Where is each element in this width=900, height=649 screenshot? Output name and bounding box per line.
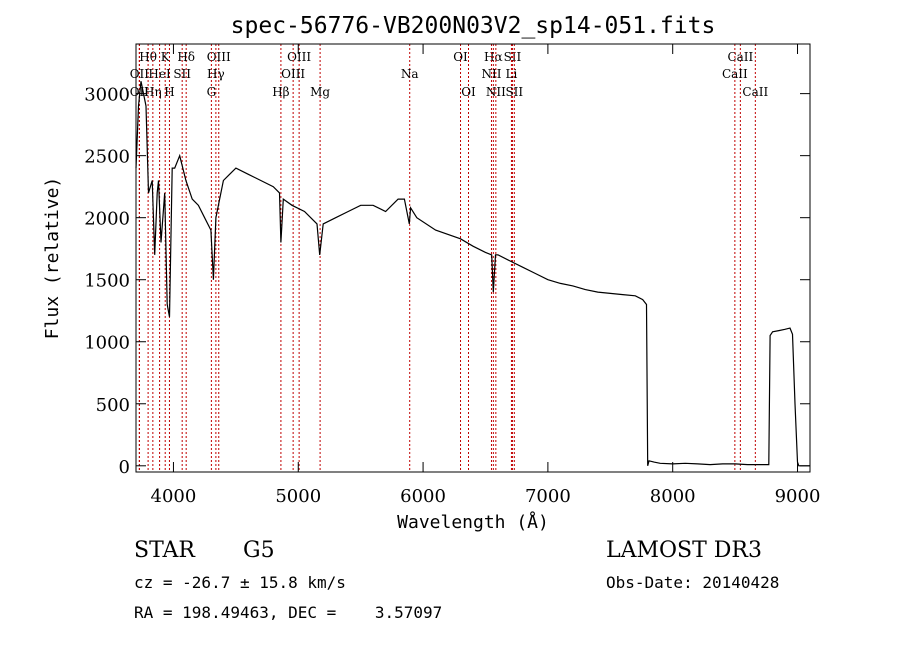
x-tick-label-0: 4000 (151, 486, 197, 507)
survey-name: LAMOST DR3 (606, 538, 762, 563)
x-axis-ticks: 4000 5000 6000 7000 8000 9000 (151, 44, 821, 507)
spectral-line-label-14: OIII (281, 67, 305, 81)
y-tick-label-5: 2500 (84, 147, 130, 168)
spectral-line-label-3: Hη (144, 85, 162, 99)
y-axis-label: Flux (relative) (42, 177, 63, 340)
spectral-line-label-8: Hδ (177, 50, 195, 64)
object-subclass: G5 (243, 538, 275, 563)
spectral-line-label-21: NII (486, 85, 506, 99)
spectral-line-label-24: SII (505, 85, 523, 99)
spectral-line-label-16: Na (401, 67, 419, 81)
spectral-line-label-19: Hα (484, 50, 503, 64)
spectral-line-label-27: CaII (742, 85, 768, 99)
y-tick-label-6: 3000 (84, 85, 130, 106)
spectral-line-label-17: OI (453, 50, 468, 64)
spectral-line-label-11: G (207, 85, 217, 99)
spectral-line-label-26: CaII (722, 67, 748, 81)
spectrum-line (135, 81, 810, 467)
x-tick-label-2: 6000 (400, 486, 446, 507)
spectral-line-label-20: NII (481, 67, 501, 81)
y-tick-label-0: 0 (119, 457, 130, 478)
spectral-line-label-13: OIII (287, 50, 311, 64)
sky-coordinates: RA = 198.49463, DEC = 3.57097 (134, 603, 443, 622)
spectral-line-label-12: Hβ (272, 85, 289, 99)
spectral-line-label-5: K (161, 50, 171, 64)
spectral-line-label-25: CaII (727, 50, 753, 64)
y-tick-label-3: 1500 (84, 271, 130, 292)
x-axis-label: Wavelength (Å) (397, 511, 549, 533)
spectral-line-label-22: SII (504, 50, 522, 64)
y-tick-label-2: 1000 (84, 333, 130, 354)
y-tick-label-4: 2000 (84, 209, 130, 230)
chart-title: spec-56776-VB200N03V2_sp14-051.fits (231, 13, 716, 39)
x-tick-label-3: 7000 (525, 486, 571, 507)
spectral-line-label-4: HeI (148, 67, 171, 81)
redshift-velocity: cz = -26.7 ± 15.8 km/s (134, 573, 346, 592)
x-tick-label-5: 9000 (775, 486, 821, 507)
spectral-line-label-7: SII (173, 67, 191, 81)
spectral-line-label-23: Li (506, 67, 518, 81)
spectral-line-label-15: Mg (310, 85, 330, 99)
x-tick-label-4: 8000 (650, 486, 696, 507)
plot-frame (135, 43, 811, 473)
object-class: STAR (134, 538, 195, 563)
spectral-line-label-18: OI (461, 85, 476, 99)
spectral-line-label-10: Hγ (207, 67, 225, 81)
observation-date: Obs-Date: 20140428 (606, 573, 780, 592)
y-tick-label-1: 500 (96, 395, 130, 416)
x-tick-label-1: 5000 (275, 486, 321, 507)
spectral-line-label-0: Hθ (139, 50, 157, 64)
spectral-line-label-6: H (164, 85, 174, 99)
spectral-line-label-9: OIII (207, 50, 231, 64)
y-axis-ticks: 0 500 1000 1500 2000 2500 3000 (84, 85, 810, 478)
